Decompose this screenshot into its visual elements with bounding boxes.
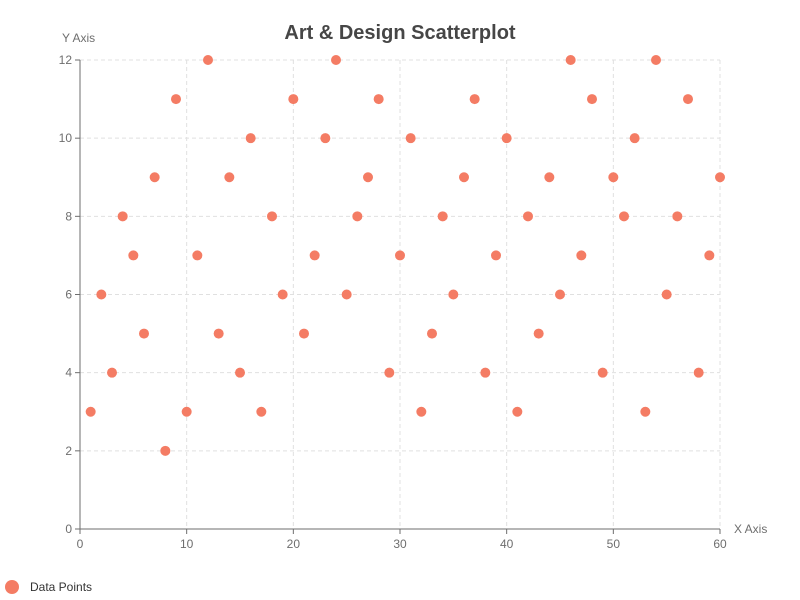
data-points <box>85 55 725 456</box>
data-point[interactable] <box>576 250 587 261</box>
y-tick-label: 10 <box>59 131 73 145</box>
legend-marker <box>5 580 19 594</box>
y-tick-label: 12 <box>59 53 73 67</box>
data-point[interactable] <box>587 94 597 105</box>
data-point[interactable] <box>523 211 533 222</box>
data-point[interactable] <box>235 367 245 378</box>
y-tick-label: 0 <box>65 522 72 536</box>
data-point[interactable] <box>437 211 448 222</box>
x-tick-label: 30 <box>393 537 407 551</box>
x-tick-label: 60 <box>713 537 727 551</box>
data-point[interactable] <box>565 55 576 65</box>
data-point[interactable] <box>160 445 171 456</box>
data-point[interactable] <box>117 211 128 222</box>
data-point[interactable] <box>299 328 309 339</box>
data-point[interactable] <box>277 289 288 300</box>
data-point[interactable] <box>629 133 640 144</box>
data-point[interactable] <box>683 94 693 105</box>
data-point[interactable] <box>693 367 704 378</box>
x-tick-label: 10 <box>180 537 194 551</box>
data-point[interactable] <box>171 94 181 105</box>
data-point[interactable] <box>331 55 341 65</box>
data-point[interactable] <box>619 211 629 222</box>
data-point[interactable] <box>373 94 384 105</box>
data-point[interactable] <box>501 133 512 144</box>
data-point[interactable] <box>427 328 437 339</box>
y-axis-label: Y Axis <box>62 31 95 45</box>
data-point[interactable] <box>715 172 725 183</box>
data-point[interactable] <box>192 250 203 261</box>
chart-title: Art & Design Scatterplot <box>284 22 515 44</box>
x-tick-label: 50 <box>607 537 621 551</box>
data-point[interactable] <box>533 328 544 339</box>
data-point[interactable] <box>469 94 480 105</box>
data-point[interactable] <box>480 367 491 378</box>
data-point[interactable] <box>672 211 683 222</box>
data-point[interactable] <box>85 406 96 417</box>
data-point[interactable] <box>597 367 608 378</box>
data-point[interactable] <box>181 406 192 417</box>
data-point[interactable] <box>224 172 235 183</box>
data-point[interactable] <box>651 55 661 65</box>
data-point[interactable] <box>107 367 117 378</box>
data-point[interactable] <box>256 406 267 417</box>
data-point[interactable] <box>608 172 619 183</box>
data-point[interactable] <box>491 250 501 261</box>
tick-labels: 0 10 20 30 40 50 60 0 2 4 6 8 10 12 <box>59 53 727 551</box>
y-tick-label: 4 <box>65 366 72 380</box>
data-point[interactable] <box>395 250 405 261</box>
data-point[interactable] <box>640 406 651 417</box>
data-point[interactable] <box>363 172 373 183</box>
data-point[interactable] <box>267 211 277 222</box>
y-tick-label: 2 <box>65 444 72 458</box>
x-axis-label: X Axis <box>734 522 767 536</box>
legend[interactable]: Data Points <box>5 580 92 594</box>
grid-lines <box>80 59 721 529</box>
axes <box>75 59 721 534</box>
data-point[interactable] <box>459 172 469 183</box>
x-tick-label: 0 <box>77 537 84 551</box>
y-tick-label: 8 <box>65 209 72 223</box>
data-point[interactable] <box>288 94 299 105</box>
data-point[interactable] <box>149 172 160 183</box>
data-point[interactable] <box>128 250 139 261</box>
data-point[interactable] <box>203 55 213 65</box>
data-point[interactable] <box>341 289 352 300</box>
data-point[interactable] <box>384 367 395 378</box>
x-tick-label: 20 <box>287 537 301 551</box>
data-point[interactable] <box>213 328 224 339</box>
data-point[interactable] <box>512 406 523 417</box>
data-point[interactable] <box>352 211 363 222</box>
legend-label: Data Points <box>30 580 92 594</box>
data-point[interactable] <box>555 289 565 300</box>
y-tick-label: 6 <box>65 288 72 302</box>
data-point[interactable] <box>544 172 555 183</box>
data-point[interactable] <box>416 406 427 417</box>
x-tick-label: 40 <box>500 537 514 551</box>
data-point[interactable] <box>96 289 107 300</box>
data-point[interactable] <box>245 133 256 144</box>
data-point[interactable] <box>405 133 416 144</box>
data-point[interactable] <box>139 328 149 339</box>
data-point[interactable] <box>661 289 672 300</box>
data-point[interactable] <box>309 250 320 261</box>
data-point[interactable] <box>704 250 715 261</box>
data-point[interactable] <box>320 133 331 144</box>
data-point[interactable] <box>448 289 459 300</box>
